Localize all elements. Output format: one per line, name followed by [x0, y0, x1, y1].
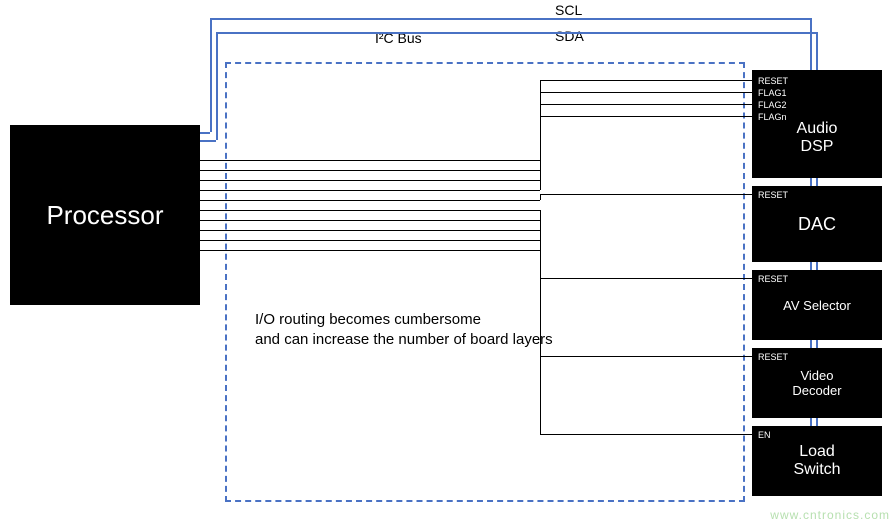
block-dac: RESET DAC	[752, 186, 882, 262]
fan-h-vdec-reset	[540, 356, 752, 357]
fan-h-dac-reset	[540, 194, 752, 195]
block-load-switch: EN Load Switch	[752, 426, 882, 496]
sda-rise	[216, 32, 218, 140]
pin-dsp-flag2: FLAG2	[758, 100, 787, 110]
gpio-line-4	[200, 200, 540, 201]
scl-top	[210, 18, 810, 20]
gpio-line-8	[200, 240, 540, 241]
scl-stub-from-processor	[200, 132, 210, 134]
block-video-decoder: RESET Video Decoder	[752, 348, 882, 418]
fan-v-dac-reset	[540, 194, 541, 200]
pin-dsp-flag1: FLAG1	[758, 88, 787, 98]
label-sda: SDA	[555, 28, 584, 44]
gpio-line-6	[200, 220, 540, 221]
fan-h-avsel-reset	[540, 278, 752, 279]
fan-h-dsp-f2	[540, 104, 752, 105]
gpio-line-9	[200, 250, 540, 251]
audio-dsp-title: Audio DSP	[797, 120, 838, 156]
pin-vdec-reset: RESET	[758, 352, 788, 362]
scl-gap-dac-av	[810, 262, 812, 270]
fan-v-dsp-fn	[540, 116, 541, 190]
sda-top	[216, 32, 816, 34]
gpio-line-3	[200, 190, 540, 191]
annotation-line1: I/O routing becomes cumbersome	[255, 311, 481, 328]
scl-drop-to-dsp-top	[810, 18, 812, 70]
fan-h-dsp-fn	[540, 116, 752, 117]
fan-h-lsw-en	[540, 434, 752, 435]
annotation-line2: and can increase the number of board lay…	[255, 331, 553, 348]
routing-region	[225, 62, 745, 502]
gpio-line-5	[200, 210, 540, 211]
load-switch-title: Load Switch	[793, 443, 840, 479]
block-av-selector: RESET AV Selector	[752, 270, 882, 340]
scl-gap-vd-ls	[810, 418, 812, 426]
pin-dsp-flagn: FLAGn	[758, 112, 787, 122]
sda-gap-dsp-dac	[816, 178, 818, 186]
label-scl: SCL	[555, 2, 582, 18]
processor-title: Processor	[46, 200, 163, 231]
watermark: www.cntronics.com	[770, 508, 890, 522]
block-processor: Processor	[10, 125, 200, 305]
block-audio-dsp: RESET FLAG1 FLAG2 FLAGn Audio DSP	[752, 70, 882, 178]
sda-gap-dac-av	[816, 262, 818, 270]
sda-stub-from-processor	[200, 140, 216, 142]
fan-h-dsp-f1	[540, 92, 752, 93]
sda-gap-vd-ls	[816, 418, 818, 426]
sda-drop-to-dsp-top	[816, 32, 818, 70]
pin-dsp-reset: RESET	[758, 76, 788, 86]
scl-rise	[210, 18, 212, 132]
gpio-line-2	[200, 180, 540, 181]
sda-gap-av-vd	[816, 340, 818, 348]
video-decoder-title: Video Decoder	[792, 368, 841, 398]
pin-avsel-reset: RESET	[758, 274, 788, 284]
scl-gap-dsp-dac	[810, 178, 812, 186]
gpio-line-7	[200, 230, 540, 231]
pin-dac-reset: RESET	[758, 190, 788, 200]
annotation-text: I/O routing becomes cumbersome and can i…	[255, 310, 555, 351]
gpio-line-0	[200, 160, 540, 161]
pin-lsw-en: EN	[758, 430, 771, 440]
dac-title: DAC	[798, 214, 836, 235]
fan-h-dsp-reset	[540, 80, 752, 81]
av-selector-title: AV Selector	[783, 298, 851, 313]
scl-gap-av-vd	[810, 340, 812, 348]
gpio-line-1	[200, 170, 540, 171]
